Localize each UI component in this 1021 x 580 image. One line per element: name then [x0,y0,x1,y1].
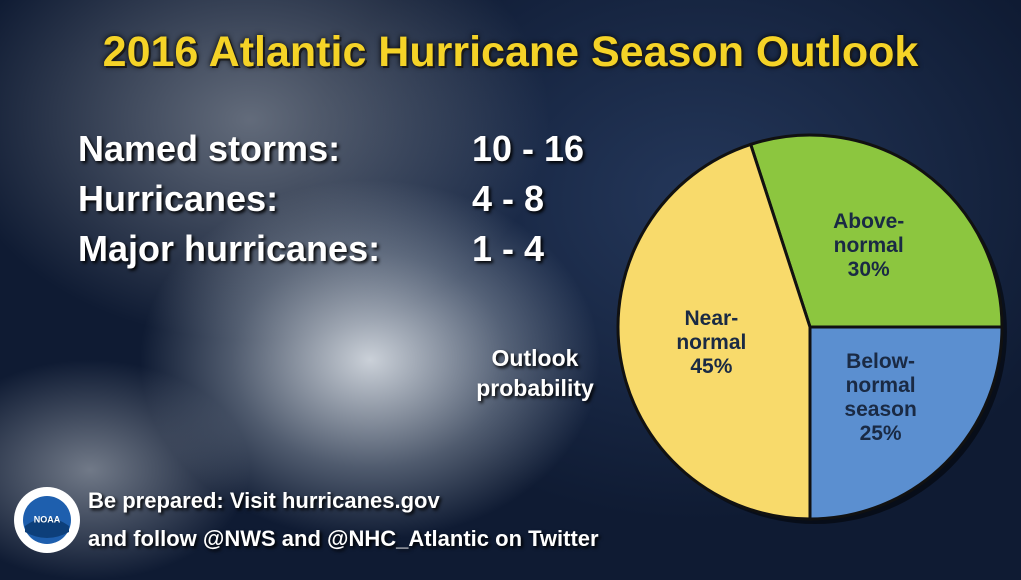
title: 2016 Atlantic Hurricane Season Outlook [102,28,919,76]
logo-text: NOAA [34,514,61,524]
slice-label: Above-normal 30% [819,210,919,282]
pie-annotation: Outlook probability [476,345,594,401]
logo-wave [25,518,69,538]
slice-label: Near-normal 45% [661,307,761,379]
pie-slice [748,133,1004,329]
stat-value: 4 - 8 [472,178,545,219]
stat-value: 1 - 4 [472,228,545,269]
stat-label: Hurricanes: [78,178,279,219]
slice-value: 25% [859,421,902,445]
pie-slice [808,325,1004,521]
slice-value: 30% [847,258,890,282]
footer-line: Be prepared: Visit hurricanes.gov [88,488,440,513]
stat-label: Major hurricanes: [78,228,381,269]
slice-category: Near-normal [676,306,747,354]
footer-line: and follow @NWS and @NHC_Atlantic on Twi… [88,526,599,551]
slice-value: 45% [690,354,733,378]
stat-value: 10 - 16 [472,128,585,169]
stat-label: Named storms: [78,128,341,169]
pie-slice [616,142,812,521]
slice-category: Below-normal season [844,349,917,421]
logo: NOAA [14,487,80,553]
slice-category: Above-normal [833,210,905,258]
slice-label: Below-normal season 25% [831,350,931,446]
